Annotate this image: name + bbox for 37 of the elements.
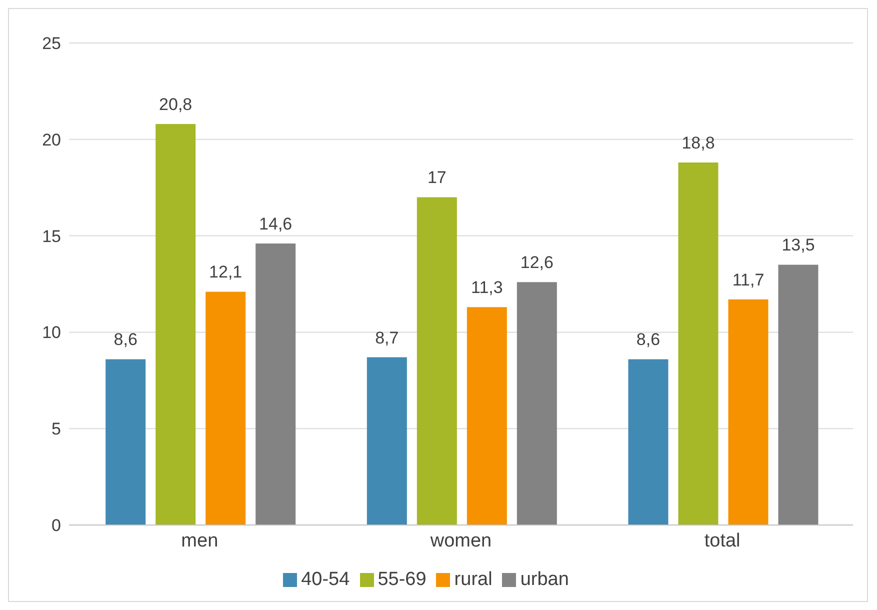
data-label: 20,8 [159, 94, 192, 114]
bar [256, 244, 296, 525]
legend-label: 55-69 [378, 569, 426, 590]
data-label: 8,6 [114, 330, 138, 350]
bar [778, 264, 818, 525]
y-tick-label: 10 [42, 323, 61, 342]
y-tick-label: 25 [42, 34, 61, 54]
y-tick-label: 20 [42, 130, 61, 150]
data-label: 17 [427, 168, 446, 188]
bar [678, 162, 718, 525]
data-label: 8,6 [636, 330, 660, 350]
y-tick-label: 0 [52, 516, 61, 536]
x-tick-label: total [704, 530, 740, 552]
legend-label: urban [520, 569, 569, 590]
data-label: 11,7 [732, 270, 764, 290]
bar [628, 359, 668, 525]
bar [466, 307, 507, 525]
legend-label: 40-54 [301, 569, 350, 590]
bar [156, 124, 196, 525]
bar [366, 357, 407, 525]
data-label: 13,5 [782, 236, 815, 255]
x-tick-label: women [429, 530, 492, 552]
data-label: 11,3 [471, 278, 503, 298]
bar [106, 359, 146, 525]
bar [206, 292, 246, 525]
data-label: 12,1 [209, 262, 242, 282]
bar [516, 282, 557, 525]
data-label: 18,8 [682, 134, 715, 153]
bar [728, 299, 768, 525]
x-tick-label: men [181, 530, 218, 552]
data-label: 14,6 [259, 214, 292, 234]
y-tick-label: 5 [52, 420, 61, 439]
data-label: 8,7 [375, 328, 399, 348]
y-tick-label: 15 [42, 226, 61, 246]
data-label: 12,6 [520, 253, 554, 272]
legend-label: rural [454, 569, 492, 590]
bar [416, 197, 457, 525]
